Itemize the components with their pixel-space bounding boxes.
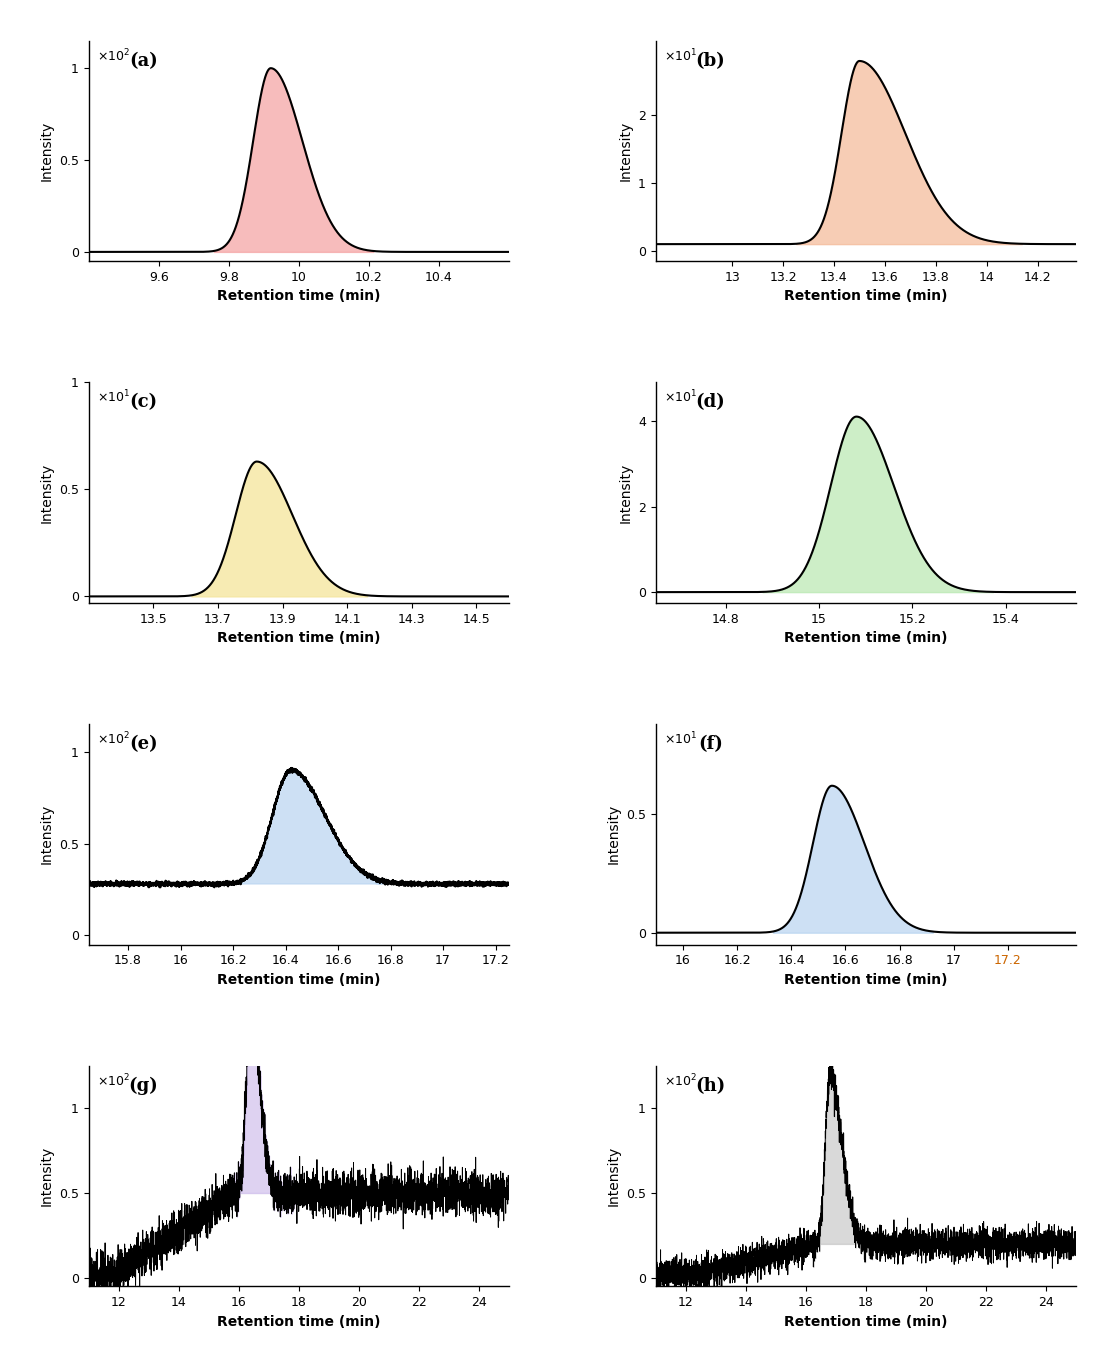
Text: (d): (d)	[695, 394, 725, 412]
Text: ×10$^{1}$: ×10$^{1}$	[664, 47, 698, 64]
Text: ×10$^{1}$: ×10$^{1}$	[664, 731, 698, 747]
Y-axis label: Intensity: Intensity	[619, 121, 632, 181]
Text: ×10$^{1}$: ×10$^{1}$	[664, 389, 698, 406]
Text: ×10$^{2}$: ×10$^{2}$	[98, 731, 130, 747]
Y-axis label: Intensity: Intensity	[40, 804, 53, 864]
Text: (f): (f)	[698, 735, 723, 753]
X-axis label: Retention time (min): Retention time (min)	[217, 631, 380, 645]
Y-axis label: Intensity: Intensity	[40, 1145, 53, 1206]
Text: ×10$^{2}$: ×10$^{2}$	[98, 47, 130, 64]
X-axis label: Retention time (min): Retention time (min)	[217, 290, 380, 303]
Text: (c): (c)	[130, 394, 157, 412]
Text: ×10$^{2}$: ×10$^{2}$	[664, 1072, 698, 1089]
Y-axis label: Intensity: Intensity	[607, 804, 620, 864]
X-axis label: Retention time (min): Retention time (min)	[217, 1315, 380, 1328]
X-axis label: Retention time (min): Retention time (min)	[784, 972, 947, 987]
Text: (e): (e)	[129, 735, 157, 753]
Text: (g): (g)	[129, 1076, 159, 1095]
X-axis label: Retention time (min): Retention time (min)	[784, 1315, 947, 1328]
Y-axis label: Intensity: Intensity	[40, 121, 53, 181]
Y-axis label: Intensity: Intensity	[607, 1145, 620, 1206]
Text: (a): (a)	[129, 51, 157, 69]
Text: ×10$^{2}$: ×10$^{2}$	[98, 1072, 130, 1089]
X-axis label: Retention time (min): Retention time (min)	[784, 290, 947, 303]
Text: (h): (h)	[695, 1076, 725, 1095]
X-axis label: Retention time (min): Retention time (min)	[784, 631, 947, 645]
X-axis label: Retention time (min): Retention time (min)	[217, 972, 380, 987]
Text: ×10$^{1}$: ×10$^{1}$	[98, 389, 131, 406]
Text: (b): (b)	[695, 51, 725, 69]
Y-axis label: Intensity: Intensity	[40, 463, 53, 523]
Y-axis label: Intensity: Intensity	[619, 463, 632, 523]
